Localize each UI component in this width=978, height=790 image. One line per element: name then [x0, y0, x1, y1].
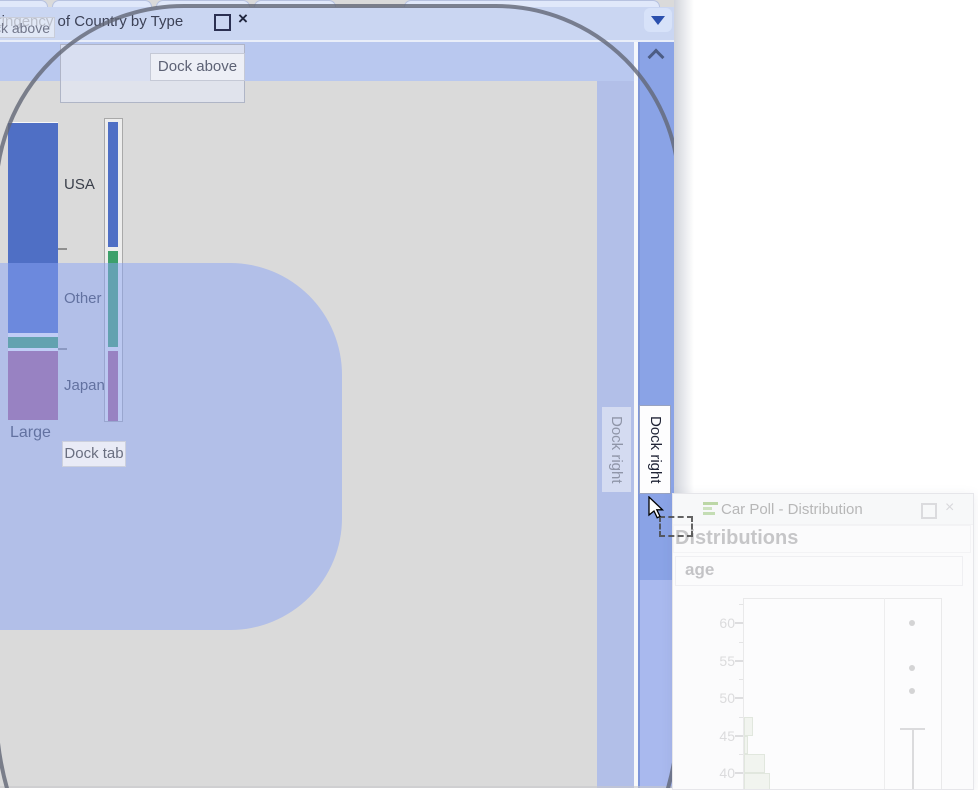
y-axis-minor-tick: [739, 716, 743, 718]
title-bar[interactable]: [0, 7, 674, 40]
mouse-cursor: [648, 495, 670, 527]
outlier-dot: [909, 620, 915, 626]
drag-ghost-rect: [659, 516, 693, 537]
scrollbar-track-lower[interactable]: [638, 580, 674, 788]
y-axis-tick-label: 50: [719, 690, 735, 706]
age-title[interactable]: age: [685, 560, 715, 579]
whisker-line: [912, 728, 914, 789]
y-axis-minor-tick: [739, 641, 743, 643]
chevron-down-icon[interactable]: [651, 16, 665, 25]
histogram-frame: [743, 598, 942, 789]
contingency-window[interactable]: Contingency of Country by Type × USAOthe…: [0, 0, 674, 788]
dock-right-button[interactable]: Dock right: [639, 405, 671, 494]
dock-left-preview-region: [0, 263, 342, 630]
y-axis-major-tick: [735, 772, 743, 774]
y-axis-tick-label: 40: [719, 765, 735, 781]
y-axis-major-tick: [735, 659, 743, 662]
y-axis-tick-label: 55: [719, 652, 735, 669]
maximize-icon[interactable]: [921, 503, 937, 519]
dock-right-ghost-button[interactable]: Dock right: [602, 407, 631, 492]
car-poll-window-title: Car Poll - Distribution: [721, 501, 863, 518]
mosaic-label-usa: USA: [64, 175, 95, 193]
age-outline-box[interactable]: [675, 556, 963, 586]
histogram-bar: [744, 716, 753, 736]
dock-tab-button[interactable]: Dock tab: [62, 441, 126, 467]
y-axis-major-tick: [735, 697, 743, 699]
close-icon[interactable]: ×: [238, 9, 248, 28]
histogram-bar: [744, 735, 748, 755]
y-axis-tick: [58, 248, 67, 250]
car-poll-window[interactable]: Car Poll - Distribution × Distributions …: [672, 493, 974, 790]
outlier-dot: [909, 687, 915, 694]
y-axis-major-tick: [735, 622, 743, 624]
distributions-title[interactable]: Distributions: [675, 527, 799, 549]
close-icon[interactable]: ×: [945, 499, 955, 516]
distributions-outline-box[interactable]: [673, 525, 971, 553]
dock-above-button[interactable]: Dock above: [150, 53, 245, 81]
y-axis-minor-tick: [739, 604, 743, 606]
y-axis-minor-tick: [739, 754, 743, 756]
column-divider: [634, 42, 638, 788]
window-bottom-edge: [0, 786, 674, 788]
maximize-icon[interactable]: [214, 14, 231, 31]
y-axis-tick-label: 60: [719, 615, 735, 631]
outlier-dot: [909, 665, 915, 671]
histogram-bar: [744, 773, 770, 789]
titlebar-divider: [0, 40, 674, 42]
histogram-bar: [744, 754, 765, 773]
y-axis-tick-label: 45: [719, 727, 735, 744]
boxplot-divider: [884, 598, 885, 789]
y-axis-minor-tick: [739, 679, 743, 681]
y-axis-major-tick: [735, 734, 743, 737]
car-poll-title-bar[interactable]: [673, 494, 973, 525]
report-icon: [703, 502, 719, 516]
dock-above-ghost-button[interactable]: Dock above: [0, 17, 55, 38]
